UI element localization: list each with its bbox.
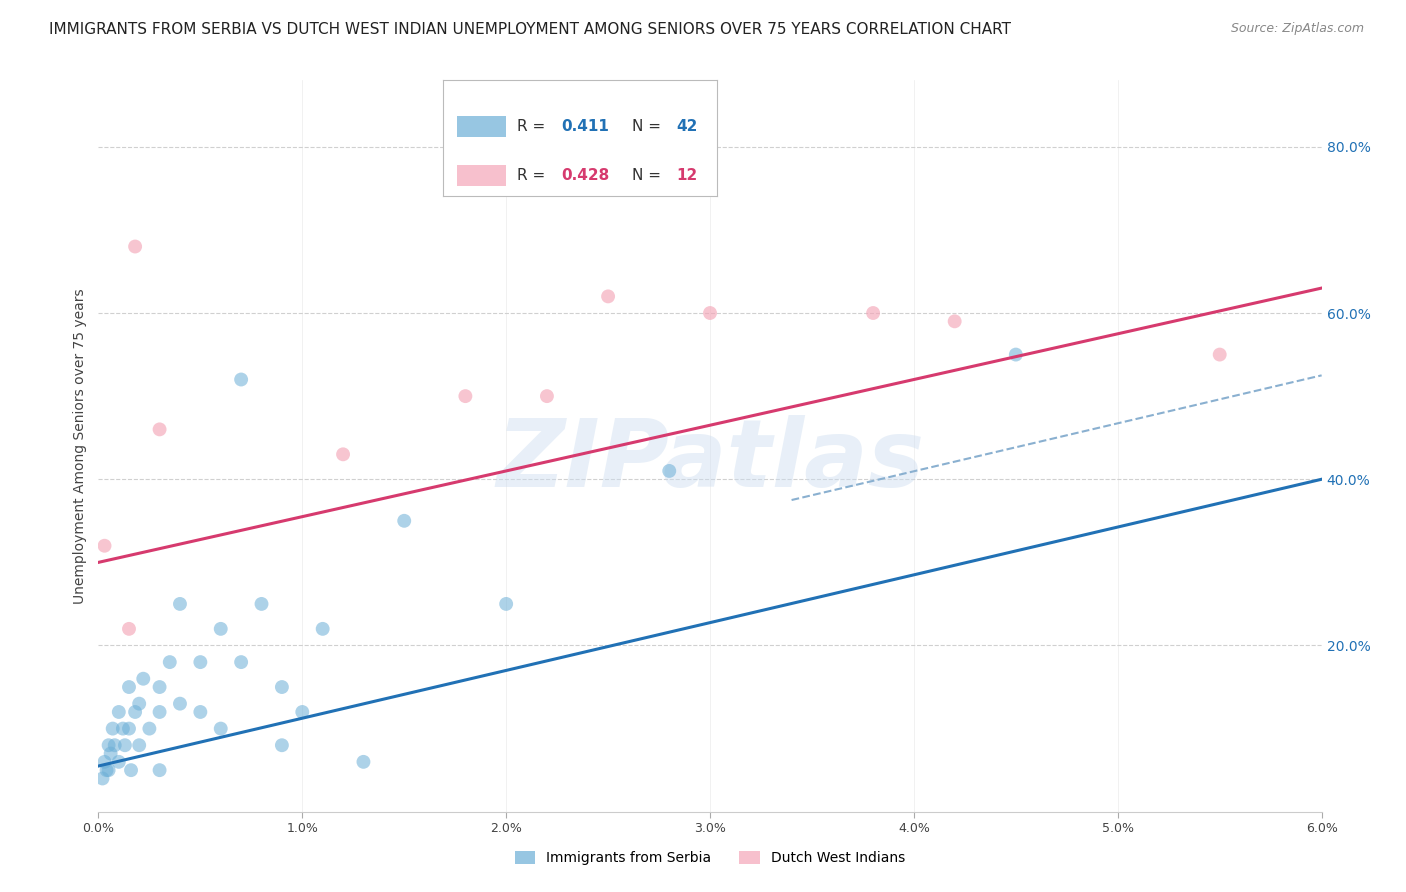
Point	[231, 372, 253, 386]
Point	[149, 680, 172, 694]
Point	[270, 738, 292, 752]
Point	[114, 738, 136, 752]
Point	[188, 705, 212, 719]
Point	[104, 738, 127, 752]
Point	[495, 597, 517, 611]
Point	[188, 655, 212, 669]
Point	[943, 314, 966, 328]
Y-axis label: Unemployment Among Seniors over 75 years: Unemployment Among Seniors over 75 years	[73, 288, 87, 604]
Bar	[457, 116, 506, 137]
Point	[536, 389, 558, 403]
Point	[270, 680, 292, 694]
Point	[169, 697, 191, 711]
Point	[209, 722, 232, 736]
Point	[250, 597, 273, 611]
Point	[108, 705, 131, 719]
Bar	[457, 165, 506, 186]
Text: 42: 42	[676, 120, 697, 134]
Point	[862, 306, 884, 320]
Point	[169, 597, 191, 611]
Text: 0.411: 0.411	[561, 120, 609, 134]
Text: Source: ZipAtlas.com: Source: ZipAtlas.com	[1230, 22, 1364, 36]
Point	[1208, 347, 1232, 362]
Point	[209, 622, 232, 636]
Point	[118, 722, 141, 736]
Point	[97, 738, 120, 752]
Text: R =: R =	[517, 168, 550, 183]
Point	[138, 722, 160, 736]
Point	[97, 763, 120, 777]
Text: 12: 12	[676, 168, 697, 183]
Point	[118, 680, 141, 694]
Text: 0.428: 0.428	[561, 168, 609, 183]
Point	[149, 705, 172, 719]
Point	[124, 705, 146, 719]
Point	[91, 772, 114, 786]
Point	[392, 514, 416, 528]
Point	[93, 539, 115, 553]
Point	[128, 738, 150, 752]
Legend: Immigrants from Serbia, Dutch West Indians: Immigrants from Serbia, Dutch West India…	[509, 846, 911, 871]
Point	[100, 747, 122, 761]
Text: R =: R =	[517, 120, 550, 134]
Point	[598, 289, 620, 303]
Point	[159, 655, 181, 669]
Point	[101, 722, 124, 736]
Point	[149, 422, 172, 436]
Point	[93, 755, 115, 769]
Point	[332, 447, 354, 461]
Point	[132, 672, 155, 686]
Point	[108, 755, 131, 769]
Point	[124, 239, 146, 253]
Text: IMMIGRANTS FROM SERBIA VS DUTCH WEST INDIAN UNEMPLOYMENT AMONG SENIORS OVER 75 Y: IMMIGRANTS FROM SERBIA VS DUTCH WEST IND…	[49, 22, 1011, 37]
Point	[352, 755, 374, 769]
Point	[1004, 347, 1026, 362]
Point	[311, 622, 335, 636]
Point	[149, 763, 172, 777]
Point	[699, 306, 721, 320]
Point	[658, 464, 681, 478]
Text: N =: N =	[633, 120, 666, 134]
Point	[96, 763, 118, 777]
Point	[120, 763, 142, 777]
Point	[291, 705, 314, 719]
Text: ZIPatlas: ZIPatlas	[496, 415, 924, 507]
Point	[118, 622, 141, 636]
Point	[128, 697, 150, 711]
Point	[111, 722, 134, 736]
Point	[454, 389, 477, 403]
Point	[231, 655, 253, 669]
Text: N =: N =	[633, 168, 666, 183]
